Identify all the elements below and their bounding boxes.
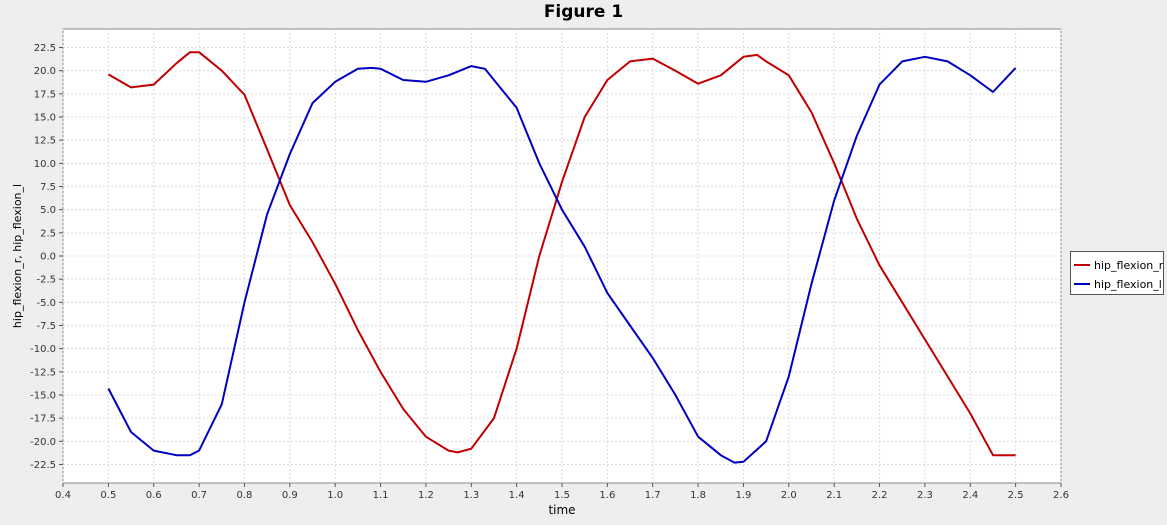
x-tick-label: 1.7 (645, 490, 661, 501)
series-line-hip-flexion-r (107, 51, 1016, 457)
x-tick-label: 1.1 (373, 490, 389, 501)
x-tick-label: 1.6 (599, 490, 615, 501)
series-lines (107, 51, 1017, 464)
y-tick-label: 7.5 (40, 182, 56, 193)
x-tick-label: 2.1 (826, 490, 842, 501)
x-tick-label: 2.2 (872, 490, 888, 501)
legend-swatch-blue (1074, 283, 1090, 285)
x-tick-label: 1.5 (554, 490, 570, 501)
y-tick-label: -12.5 (30, 367, 56, 378)
y-tick-label: 17.5 (34, 89, 56, 100)
y-axis-label: hip_flexion_r, hip_flexion_l (11, 184, 24, 328)
y-tick-label: 2.5 (40, 228, 56, 239)
axes: 0.4 0.5 0.6 0.7 0.8 0.9 1.0 1.1 1.2 1.3 1.4 1.5 1.6 1… (30, 43, 1069, 501)
y-tick-label: 12.5 (34, 136, 56, 147)
x-tick-label: 0.7 (191, 490, 207, 501)
y-tick-label: 15.0 (34, 113, 56, 124)
chart-title: Figure 1 (543, 2, 624, 22)
x-tick-label: 2.4 (962, 490, 978, 501)
legend-item-hip-flexion-r: hip_flexion_r (1074, 257, 1163, 273)
legend-item-hip-flexion-l: hip_flexion_l (1074, 276, 1162, 292)
x-tick-label: 2.3 (917, 490, 933, 501)
legend: hip_flexion_r hip_flexion_l (1070, 251, 1164, 295)
legend-label: hip_flexion_r (1094, 258, 1164, 272)
series-line-hip-flexion-l (107, 55, 1017, 464)
x-tick-label: 1.3 (463, 490, 479, 501)
legend-label: hip_flexion_l (1094, 277, 1162, 291)
y-tick-label: 5.0 (40, 205, 56, 216)
y-tick-label: -15.0 (30, 390, 56, 401)
legend-swatch-red (1074, 264, 1090, 266)
x-tick-label: 0.4 (55, 490, 71, 501)
y-tick-label: -17.5 (30, 414, 56, 425)
y-tick-label: -10.0 (30, 344, 56, 355)
x-tick-label: 1.4 (509, 490, 525, 501)
y-tick-label: -2.5 (36, 275, 56, 286)
x-tick-label: 2.5 (1008, 490, 1024, 501)
y-tick-label: 10.0 (34, 159, 56, 170)
y-tick-label: -5.0 (36, 298, 56, 309)
x-tick-label: 0.9 (282, 490, 298, 501)
y-tick-label: -22.5 (30, 460, 56, 471)
y-tick-label: -20.0 (30, 437, 56, 448)
x-tick-label: 0.6 (146, 490, 162, 501)
x-tick-label: 1.9 (736, 490, 752, 501)
x-axis-label: time (548, 503, 575, 517)
y-tick-label: 20.0 (34, 66, 56, 77)
y-tick-label: 0.0 (40, 252, 56, 263)
x-tick-label: 2.6 (1053, 490, 1069, 501)
x-tick-label: 0.8 (237, 490, 253, 501)
x-tick-label: 1.0 (327, 490, 343, 501)
x-tick-label: 0.5 (100, 490, 116, 501)
x-tick-label: 2.0 (781, 490, 797, 501)
x-tick-label: 1.8 (690, 490, 706, 501)
x-tick-label: 1.2 (418, 490, 434, 501)
y-tick-label: 22.5 (34, 43, 56, 54)
y-tick-label: -7.5 (36, 321, 56, 332)
